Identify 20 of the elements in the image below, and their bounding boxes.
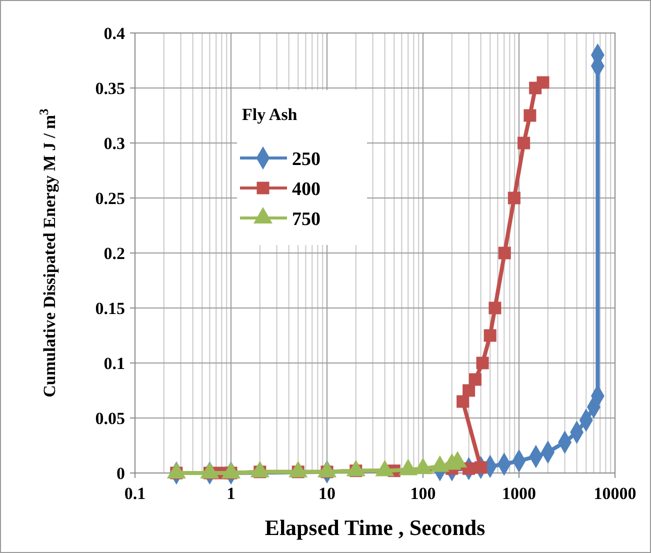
x-tick-label: 1 xyxy=(226,484,236,503)
y-tick-label: 0.1 xyxy=(104,354,125,373)
legend-label: 250 xyxy=(292,149,320,170)
y-tick-label: 0 xyxy=(116,464,125,483)
y-tick-label: 0.05 xyxy=(95,409,125,428)
x-axis-title: Elapsed Time , Seconds xyxy=(264,515,486,540)
y-tick-label: 0.2 xyxy=(104,244,125,263)
x-tick-label: 10000 xyxy=(594,484,636,503)
y-tick-label: 0.3 xyxy=(104,134,125,153)
y-tick-label: 0.15 xyxy=(95,299,125,318)
legend-label: 400 xyxy=(292,179,320,200)
y-tick-label: 0.35 xyxy=(95,79,125,98)
x-tick-label: 100 xyxy=(410,484,436,503)
x-tick-label: 1000 xyxy=(502,484,536,503)
y-tick-label: 0.4 xyxy=(104,24,126,43)
x-tick-label: 0.1 xyxy=(124,484,146,503)
legend-label: 750 xyxy=(292,209,320,230)
legend-title: Fly Ash xyxy=(242,105,298,124)
x-tick-label: 10 xyxy=(318,484,336,503)
y-tick-label: 0.25 xyxy=(95,189,125,208)
